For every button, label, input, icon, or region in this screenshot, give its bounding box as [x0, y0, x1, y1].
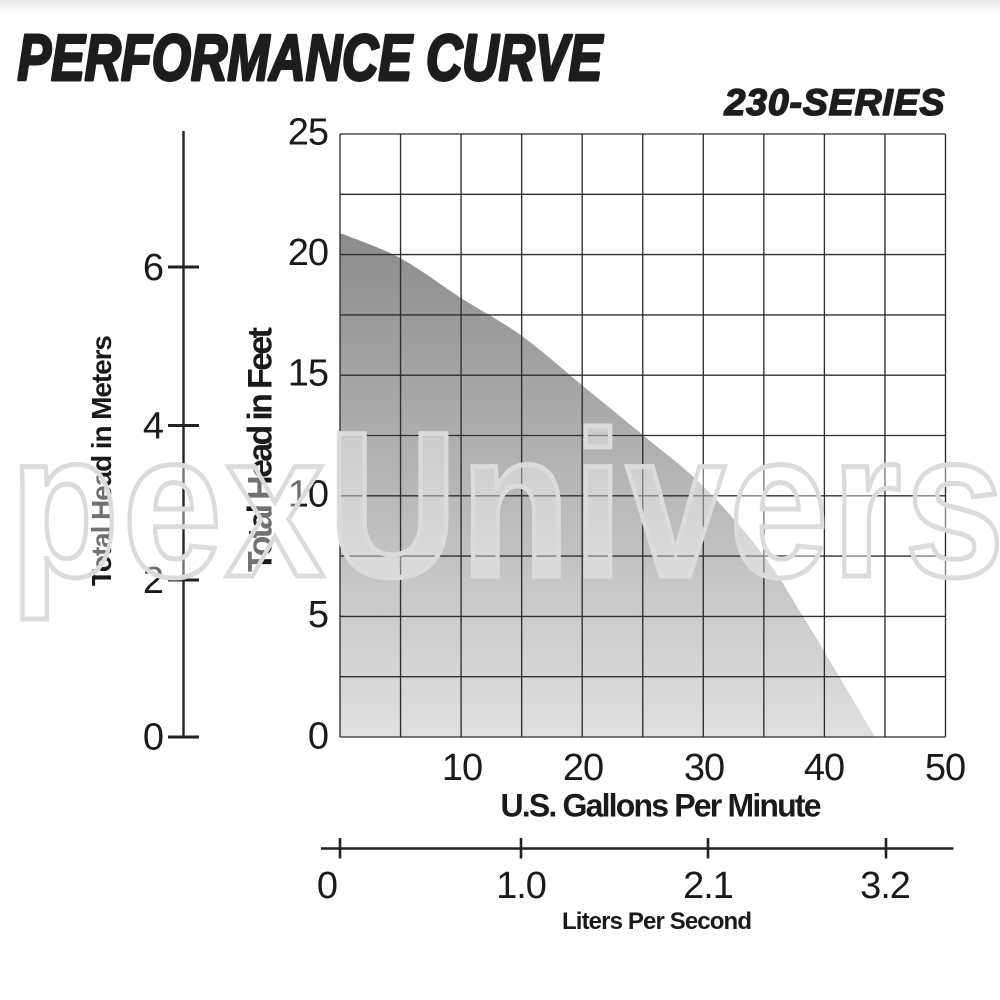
- svg-text:1.0: 1.0: [496, 865, 546, 907]
- svg-text:3.2: 3.2: [860, 865, 910, 907]
- svg-text:2: 2: [143, 560, 163, 602]
- svg-text:230-SERIES: 230-SERIES: [724, 81, 945, 123]
- svg-text:10: 10: [442, 747, 482, 789]
- svg-text:0: 0: [143, 717, 163, 759]
- svg-text:4: 4: [143, 406, 164, 448]
- svg-text:5: 5: [308, 594, 328, 636]
- svg-text:50: 50: [925, 747, 965, 789]
- svg-text:30: 30: [684, 747, 724, 789]
- svg-text:Total Head in Meters: Total Head in Meters: [86, 335, 117, 586]
- svg-text:10: 10: [288, 473, 328, 515]
- svg-text:20: 20: [563, 747, 603, 789]
- svg-text:2.1: 2.1: [683, 865, 733, 907]
- svg-text:6: 6: [143, 247, 163, 289]
- svg-text:U.S. Gallons Per Minute: U.S. Gallons Per Minute: [501, 788, 822, 824]
- svg-text:0: 0: [308, 716, 328, 758]
- svg-text:Liters Per Second: Liters Per Second: [562, 908, 752, 935]
- svg-text:pexUniverse: pexUniverse: [10, 389, 1000, 620]
- svg-text:Total Head in Feet: Total Head in Feet: [242, 327, 280, 572]
- svg-text:25: 25: [288, 112, 328, 154]
- svg-text:PERFORMANCE CURVE: PERFORMANCE CURVE: [18, 22, 605, 95]
- svg-text:40: 40: [804, 747, 844, 789]
- svg-text:0: 0: [317, 865, 337, 907]
- svg-text:15: 15: [288, 353, 328, 395]
- svg-text:20: 20: [288, 232, 328, 274]
